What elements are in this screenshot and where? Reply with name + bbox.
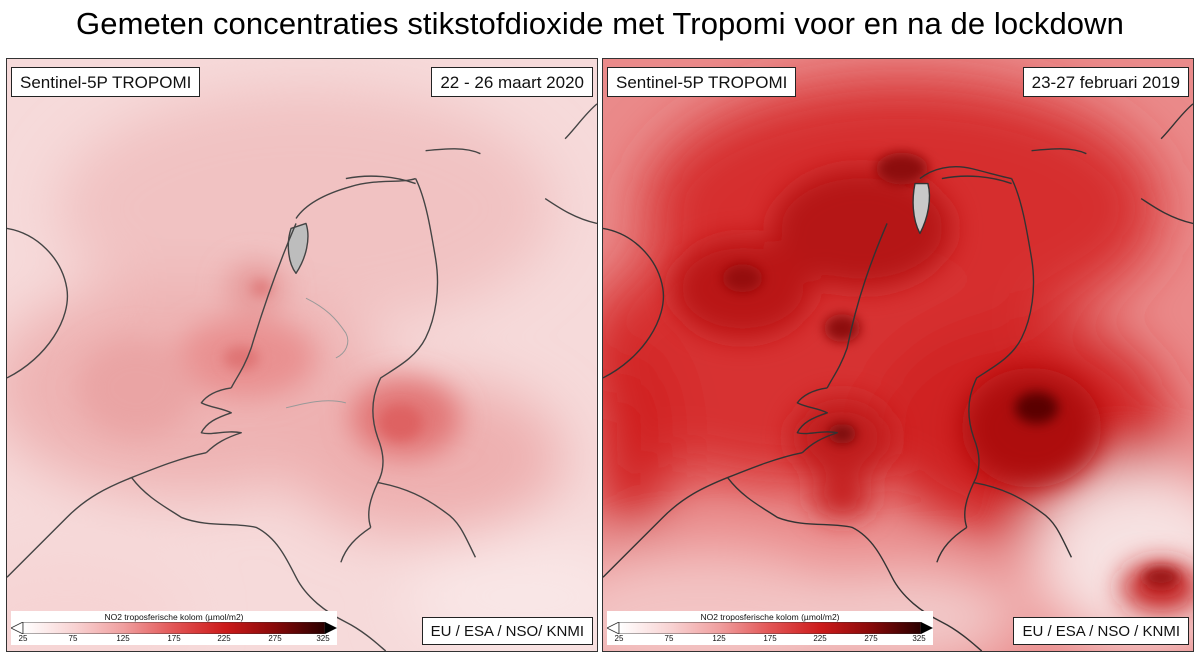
legend-tick: 275 [864,634,878,643]
map-panel-2019: Sentinel-5P TROPOMI 23-27 februari 2019 … [602,58,1194,652]
legend-tick: 125 [116,634,130,643]
legend-tick: 125 [712,634,726,643]
date-label: 23-27 februari 2019 [1022,67,1189,97]
legend-ticks: 25 75 125 175 225 275 325 [11,634,337,644]
no2-map-2019 [603,59,1193,651]
satellite-label: Sentinel-5P TROPOMI [11,67,201,97]
legend-tick: 325 [316,634,330,643]
legend-tick: 75 [68,634,78,643]
legend-title: NO2 troposferische kolom (µmol/m2) [104,612,244,622]
colorbar [607,622,933,634]
legend-ticks: 25 75 125 175 225 275 325 [607,634,933,644]
legend-tick: 325 [912,634,926,643]
date-label: 22 - 26 maart 2020 [431,67,593,97]
legend-tick: 175 [763,634,777,643]
no2-map-2020 [7,59,597,651]
legend-tick: 175 [167,634,181,643]
legend-tick: 275 [268,634,282,643]
page-title: Gemeten concentraties stikstofdioxide me… [76,6,1124,41]
source-credit: EU / ESA / NSO/ KNMI [421,617,593,645]
legend-tick: 75 [664,634,674,643]
colorbar [11,622,337,634]
legend-tick: 225 [217,634,231,643]
legend-tick: 25 [614,634,624,643]
source-credit: EU / ESA / NSO / KNMI [1013,617,1189,645]
colorbar-legend: NO2 troposferische kolom (µmol/m2) 25 75… [11,611,337,645]
satellite-label: Sentinel-5P TROPOMI [607,67,797,97]
colorbar-legend: NO2 troposferische kolom (µmol/m2) 25 75… [607,611,933,645]
legend-tick: 25 [18,634,28,643]
map-panel-2020: Sentinel-5P TROPOMI 22 - 26 maart 2020 E… [6,58,598,652]
legend-tick: 225 [813,634,827,643]
legend-title: NO2 troposferische kolom (µmol/m2) [700,612,840,622]
